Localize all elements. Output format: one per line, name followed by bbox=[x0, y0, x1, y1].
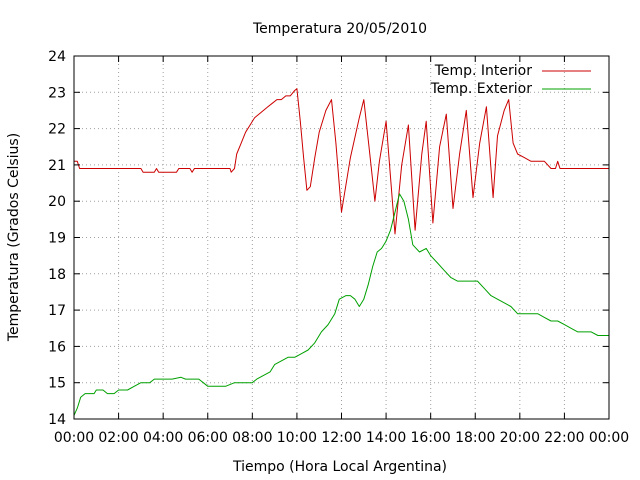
x-tick-label: 08:00 bbox=[232, 430, 272, 446]
chart-title: Temperatura 20/05/2010 bbox=[252, 21, 427, 37]
y-tick-label: 17 bbox=[48, 303, 66, 319]
axis-ticks bbox=[73, 55, 610, 420]
x-tick-label: 20:00 bbox=[500, 430, 540, 446]
legend-label-interior: Temp. Interior bbox=[434, 63, 533, 79]
y-tick-label: 14 bbox=[48, 412, 66, 428]
x-tick-label: 06:00 bbox=[188, 430, 228, 446]
y-axis-title: Temperatura (Grados Celsius) bbox=[6, 133, 22, 342]
y-tick-label: 16 bbox=[48, 339, 66, 355]
x-axis-title: Tiempo (Hora Local Argentina) bbox=[232, 459, 447, 475]
y-tick-label: 15 bbox=[48, 376, 66, 392]
x-tick-label: 12:00 bbox=[321, 430, 361, 446]
y-tick-label: 20 bbox=[48, 194, 66, 210]
x-tick-label: 04:00 bbox=[143, 430, 183, 446]
x-tick-label: 00:00 bbox=[54, 430, 94, 446]
x-tick-label: 22:00 bbox=[544, 430, 584, 446]
y-tick-label: 21 bbox=[48, 158, 66, 174]
axis-tick-labels: 00:00 02:00 04:00 06:00 08:00 10:00 12:00 14:00… bbox=[48, 49, 629, 446]
x-tick-label: 14:00 bbox=[366, 430, 406, 446]
y-tick-label: 22 bbox=[48, 122, 66, 138]
series-layer bbox=[73, 88, 609, 416]
y-tick-label: 23 bbox=[48, 85, 66, 101]
y-tick-label: 19 bbox=[48, 231, 66, 247]
y-tick-label: 18 bbox=[48, 267, 66, 283]
legend-label-exterior: Temp. Exterior bbox=[430, 81, 533, 97]
x-tick-label: 10:00 bbox=[277, 430, 317, 446]
x-tick-label: 16:00 bbox=[410, 430, 450, 446]
series-line-exterior bbox=[73, 193, 609, 416]
x-tick-label: 00:00 bbox=[589, 430, 629, 446]
x-tick-label: 02:00 bbox=[98, 430, 138, 446]
x-tick-label: 18:00 bbox=[455, 430, 495, 446]
legend: Temp. Interior Temp. Exterior bbox=[430, 63, 591, 97]
y-tick-label: 24 bbox=[48, 49, 66, 65]
grid bbox=[74, 56, 609, 419]
series-line-interior bbox=[74, 88, 609, 235]
